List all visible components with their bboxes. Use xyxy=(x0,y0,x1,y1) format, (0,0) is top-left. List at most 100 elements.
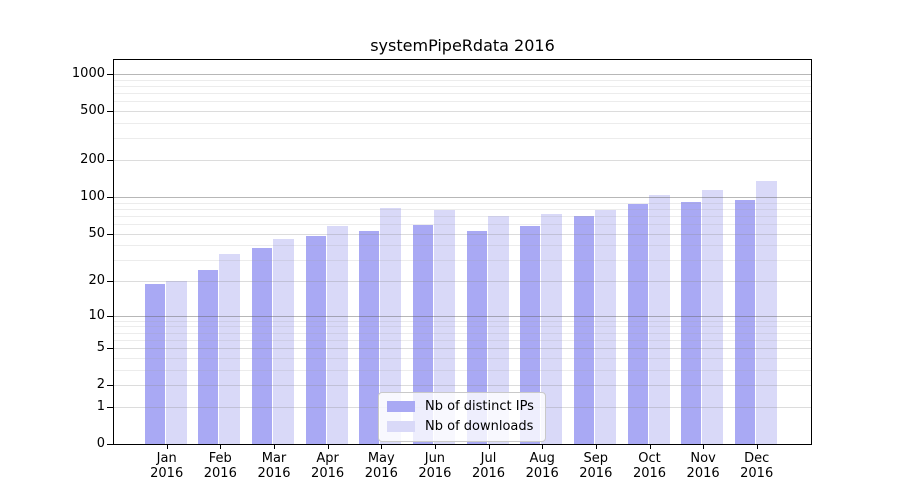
x-tick-label-oct: Oct 2016 xyxy=(618,451,682,481)
gridline-500 xyxy=(114,111,811,113)
legend: Nb of distinct IPs Nb of downloads xyxy=(378,392,546,442)
x-tick-month: Jan xyxy=(156,451,177,466)
x-tick-year: 2016 xyxy=(525,466,559,481)
gridline-80 xyxy=(114,208,811,210)
y-tick-label-20: 20 xyxy=(88,273,105,288)
x-tick-month: Aug xyxy=(529,451,555,466)
bar-distinct-ips-feb xyxy=(198,269,219,444)
x-tick-year: 2016 xyxy=(257,466,291,481)
x-tick-year: 2016 xyxy=(632,466,667,481)
bar-distinct-ips-jul xyxy=(466,231,487,444)
bar-downloads-nov xyxy=(702,190,724,444)
bar-downloads-aug xyxy=(541,213,563,444)
legend-label-distinct-ips: Nb of distinct IPs xyxy=(425,399,534,414)
bar-distinct-ips-may xyxy=(359,231,380,444)
legend-swatch-downloads xyxy=(387,421,415,432)
x-tick-label-nov: Nov 2016 xyxy=(671,451,735,481)
y-tick-label-200: 200 xyxy=(80,152,105,167)
gridline-30 xyxy=(114,260,811,262)
x-tick-month: Oct xyxy=(638,451,661,466)
gridline-2 xyxy=(114,385,811,387)
gridlines-layer xyxy=(114,60,811,444)
legend-item-distinct-ips: Nb of distinct IPs xyxy=(387,398,534,415)
x-tick-label-jan: Jan 2016 xyxy=(135,451,199,481)
gridline-4 xyxy=(114,357,811,359)
chart-title: systemPipeRdata 2016 xyxy=(370,36,555,55)
gridline-800 xyxy=(114,86,811,87)
bar-downloads-jan xyxy=(165,281,187,444)
x-tick-year: 2016 xyxy=(740,466,774,481)
x-tick-year: 2016 xyxy=(150,466,184,481)
gridline-400 xyxy=(114,123,811,124)
gridline-700 xyxy=(114,93,811,95)
gridline-5 xyxy=(114,348,811,350)
bar-downloads-mar xyxy=(273,239,294,444)
gridline-20 xyxy=(114,281,811,282)
y-tick-label-2: 2 xyxy=(96,377,105,393)
x-tick-year: 2016 xyxy=(471,466,506,481)
gridline-1000 xyxy=(114,74,811,75)
x-tick-label-feb: Feb 2016 xyxy=(188,451,252,481)
x-tick-month: Apr xyxy=(316,451,339,466)
bar-distinct-ips-sep xyxy=(573,215,594,444)
bar-distinct-ips-jan xyxy=(144,283,165,444)
bar-distinct-ips-oct xyxy=(627,204,648,444)
y-tick-label-1: 1 xyxy=(96,398,105,414)
legend-item-downloads: Nb of downloads xyxy=(387,418,534,435)
bar-distinct-ips-apr xyxy=(305,235,326,444)
x-tick-month: Feb xyxy=(208,451,232,466)
gridline-900 xyxy=(114,79,811,81)
legend-swatch-distinct-ips xyxy=(387,401,415,412)
gridline-200 xyxy=(114,160,811,161)
y-tick-label-0: 0 xyxy=(96,436,105,451)
gridline-40 xyxy=(114,245,811,247)
gridline-300 xyxy=(114,138,811,140)
bar-downloads-feb xyxy=(219,253,241,444)
x-tick-month: Jul xyxy=(480,451,497,466)
y-tick-label-1000: 1000 xyxy=(71,66,105,81)
bar-distinct-ips-nov xyxy=(681,201,702,444)
gridline-7 xyxy=(114,332,811,334)
x-tick-label-jul: Jul 2016 xyxy=(457,451,521,481)
y-tick-label-500: 500 xyxy=(80,103,105,119)
gridline-10 xyxy=(114,315,811,317)
x-tick-label-apr: Apr 2016 xyxy=(296,451,360,481)
plot-area: Nb of distinct IPs Nb of downloads xyxy=(113,59,812,445)
bar-distinct-ips-jun xyxy=(412,224,433,444)
x-tick-year: 2016 xyxy=(686,466,720,481)
x-tick-year: 2016 xyxy=(579,466,613,481)
y-tick-label-5: 5 xyxy=(96,340,105,356)
y-tick-label-10: 10 xyxy=(88,307,105,323)
x-tick-label-aug: Aug 2016 xyxy=(510,451,574,481)
x-tick-label-may: May 2016 xyxy=(349,451,413,481)
gridline-100 xyxy=(114,196,811,198)
y-tick-label-100: 100 xyxy=(80,188,105,204)
y-tick-label-50: 50 xyxy=(88,225,105,241)
bar-downloads-jun xyxy=(433,210,455,444)
bar-downloads-jul xyxy=(487,215,509,444)
x-tick-month: Dec xyxy=(744,451,770,466)
bars-layer xyxy=(114,60,811,444)
x-tick-month: May xyxy=(367,451,395,466)
legend-label-downloads: Nb of downloads xyxy=(425,419,534,434)
gridline-50 xyxy=(114,233,811,235)
x-tick-label-mar: Mar 2016 xyxy=(242,451,306,481)
gridline-3 xyxy=(114,369,811,371)
gridline-6 xyxy=(114,339,811,341)
x-tick-month: Sep xyxy=(583,451,609,466)
bar-distinct-ips-aug xyxy=(520,225,541,444)
gridline-70 xyxy=(114,215,811,217)
x-tick-month: Jun xyxy=(424,451,446,466)
bar-distinct-ips-mar xyxy=(252,247,272,444)
x-tick-label-dec: Dec 2016 xyxy=(725,451,789,481)
x-tick-month: Nov xyxy=(690,451,716,466)
bar-downloads-apr xyxy=(326,225,348,444)
bar-downloads-oct xyxy=(648,194,670,444)
x-tick-year: 2016 xyxy=(418,466,452,481)
x-tick-label-sep: Sep 2016 xyxy=(564,451,628,481)
x-tick-year: 2016 xyxy=(203,466,237,481)
gridline-90 xyxy=(114,202,811,204)
gridline-60 xyxy=(114,223,811,225)
gridline-8 xyxy=(114,326,811,328)
